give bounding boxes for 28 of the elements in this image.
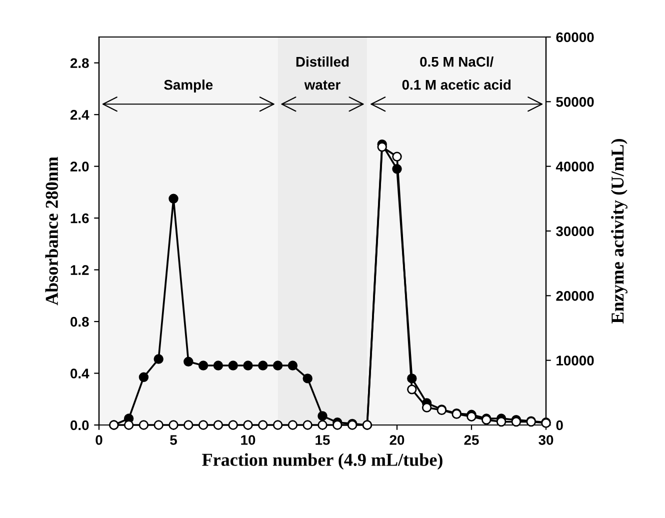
y-tick-label: 2.4 (70, 110, 90, 120)
x-tick-label: 30 (538, 435, 554, 445)
y2-tick-label: 40000 (556, 162, 594, 172)
y-tick-label: 1.2 (70, 265, 89, 275)
y2-tick-label: 10000 (556, 356, 594, 366)
x-tick-label: 15 (316, 435, 330, 445)
y-tick-label: 2.8 (70, 58, 89, 68)
y2-axis-title: Enzyme activity (U/mL) (611, 139, 628, 324)
band-label: Sample (164, 80, 213, 92)
x-axis-title: Fraction number (4.9 mL/tube) (202, 453, 442, 470)
y-tick-label: 0.0 (70, 420, 89, 430)
x-tick-label: 0 (96, 435, 102, 445)
y2-tick-label: 30000 (556, 226, 594, 236)
y-tick-label: 0.4 (70, 368, 90, 378)
x-tick-label: 25 (464, 435, 479, 445)
y-tick-label: 0.8 (70, 316, 89, 327)
y2-tick-label: 60000 (556, 32, 594, 42)
y-axis-title: Absorbance 280nm (45, 156, 58, 306)
y-tick-label: 1.6 (70, 213, 89, 224)
y2-tick-label: 20000 (556, 291, 594, 301)
band-label: Distilled water (296, 56, 349, 90)
band-label: 0.5 M NaCl/ 0.1 M acetic acid (402, 56, 511, 90)
y2-tick-label: 0 (556, 420, 563, 430)
x-tick-label: 20 (390, 435, 404, 445)
y2-tick-label: 50000 (556, 97, 594, 107)
y-tick-label: 2.0 (70, 162, 89, 172)
x-tick-label: 5 (170, 435, 177, 445)
x-tick-label: 10 (241, 435, 256, 445)
